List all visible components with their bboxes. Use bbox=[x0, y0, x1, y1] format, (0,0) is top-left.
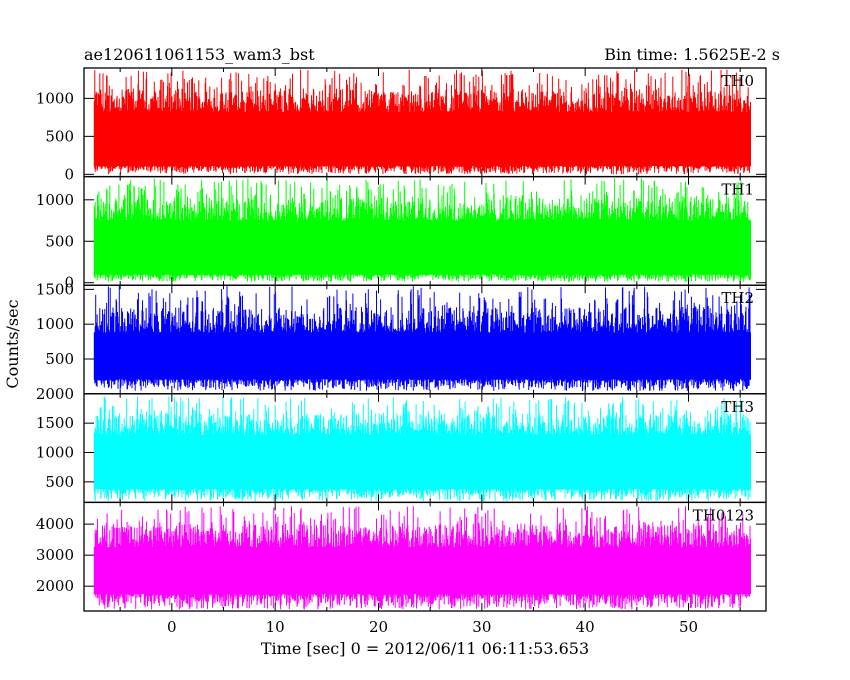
x-tick-label: 20 bbox=[369, 618, 388, 636]
x-axis-label: Time [sec] 0 = 2012/06/11 06:11:53.653 bbox=[261, 639, 589, 658]
series-th3-trace bbox=[93, 396, 751, 502]
chart-title: ae120611061153_wam3_bst bbox=[84, 45, 315, 64]
panel-label-th0123: TH0123 bbox=[693, 506, 754, 524]
x-tick-label: 30 bbox=[472, 618, 491, 636]
series-th1-trace bbox=[93, 178, 751, 282]
y-tick-label: 1000 bbox=[36, 315, 74, 333]
y-tick-label: 0 bbox=[64, 274, 74, 292]
y-tick-label: 2000 bbox=[36, 577, 74, 595]
panel-label-th1: TH1 bbox=[721, 181, 754, 199]
panel-label-th2: TH2 bbox=[721, 289, 754, 307]
y-tick-label: 1000 bbox=[36, 191, 74, 209]
y-tick-label: 1000 bbox=[36, 89, 74, 107]
y-tick-label: 1000 bbox=[36, 444, 74, 462]
y-tick-label: 3000 bbox=[36, 546, 74, 564]
y-tick-label: 4000 bbox=[36, 515, 74, 533]
series-th2-trace bbox=[93, 286, 751, 391]
y-tick-label: 500 bbox=[45, 350, 74, 368]
x-tick-label: 0 bbox=[167, 618, 177, 636]
y-tick-label: 500 bbox=[45, 127, 74, 145]
x-tick-label: 50 bbox=[679, 618, 698, 636]
y-tick-label: 1500 bbox=[36, 414, 74, 432]
panel-frame-th0123 bbox=[83, 501, 767, 612]
panel-label-th0: TH0 bbox=[721, 72, 754, 90]
panel-label-th3: TH3 bbox=[721, 398, 754, 416]
y-axis-label: Counts/sec bbox=[3, 299, 22, 388]
y-tick-label: 2000 bbox=[36, 385, 74, 403]
y-tick-label: 500 bbox=[45, 232, 74, 250]
x-tick-label: 40 bbox=[576, 618, 595, 636]
chart-subtitle: Bin time: 1.5625E-2 s bbox=[604, 45, 780, 64]
y-tick-label: 1500 bbox=[36, 280, 74, 298]
x-tick-label: 10 bbox=[266, 618, 285, 636]
y-tick-label: 0 bbox=[64, 165, 74, 183]
series-th0123-trace bbox=[93, 506, 751, 610]
series-th0-trace bbox=[93, 69, 751, 175]
y-tick-label: 500 bbox=[45, 473, 74, 491]
